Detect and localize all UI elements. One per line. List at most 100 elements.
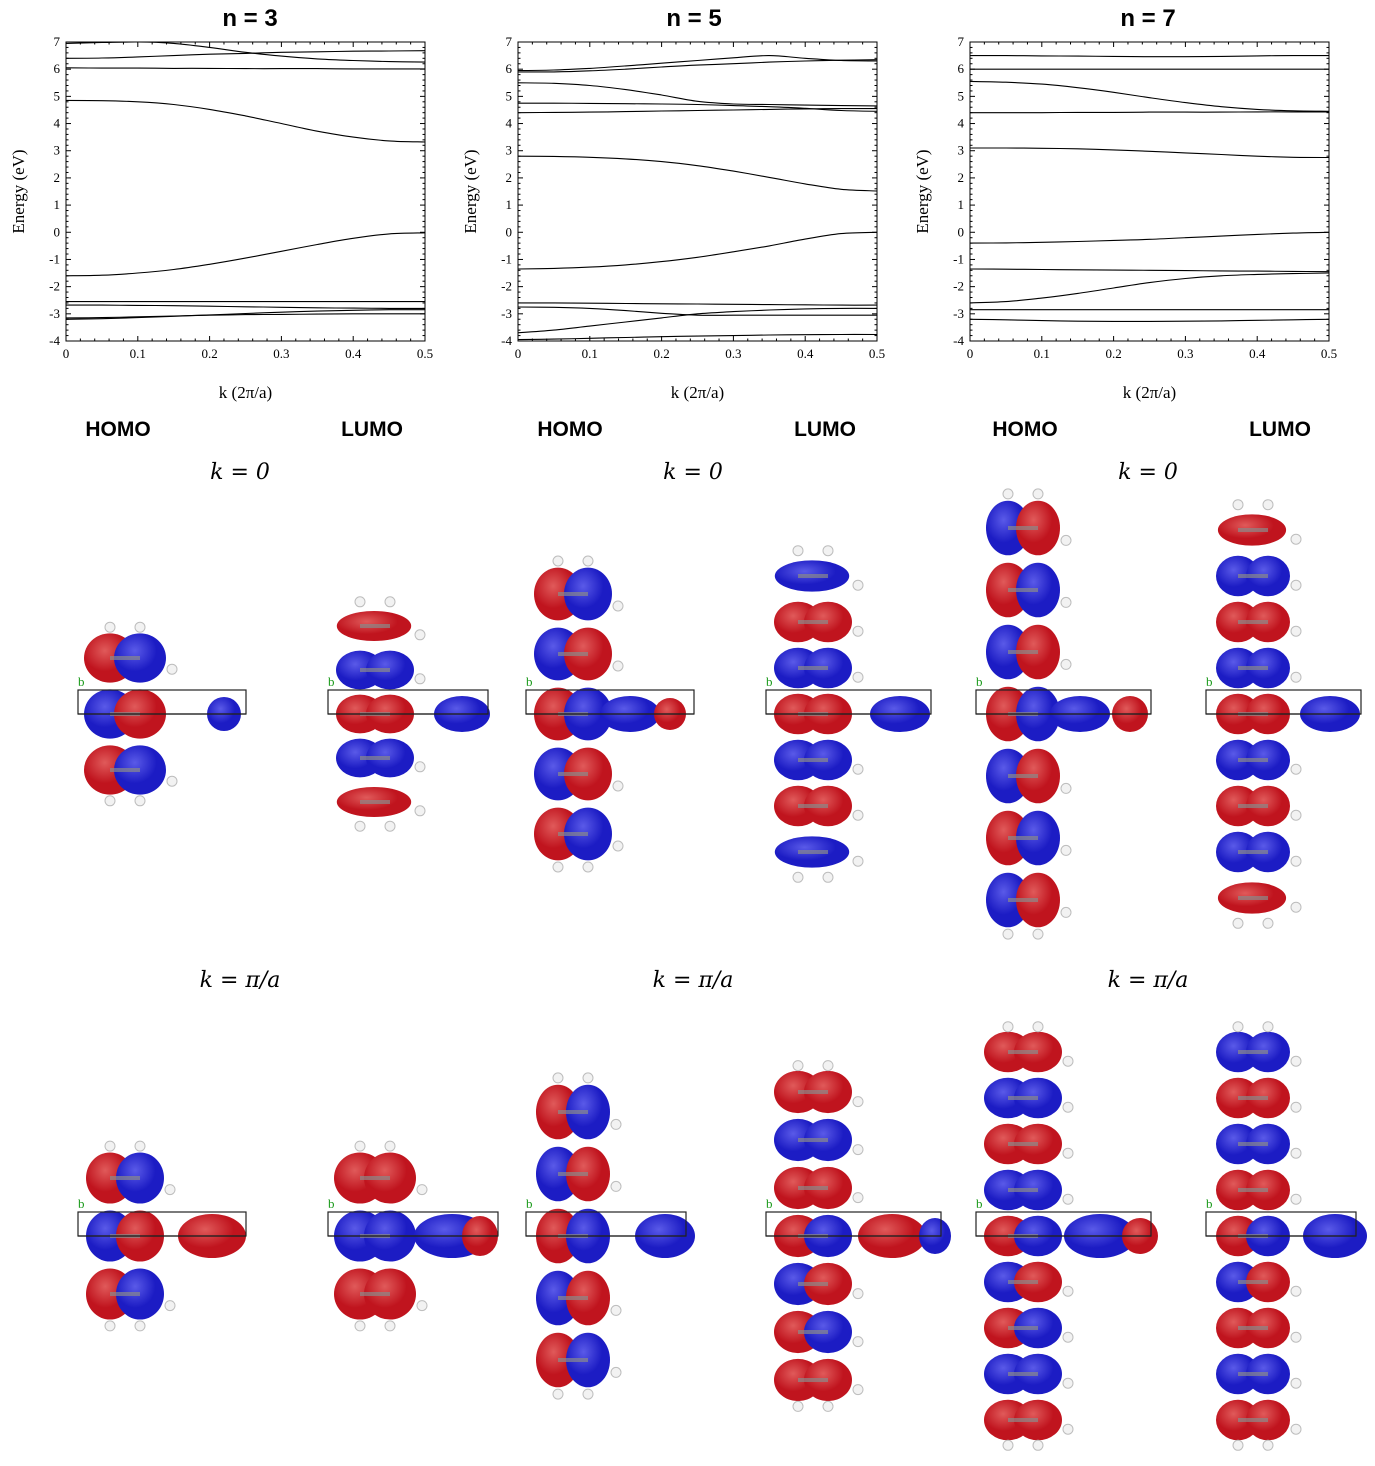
bond <box>110 1176 140 1180</box>
bond <box>558 1172 588 1176</box>
hydrogen-atom <box>416 1184 428 1196</box>
bond <box>558 1296 588 1300</box>
y-tick-label: -3 <box>953 306 964 321</box>
bond <box>798 666 828 670</box>
hydrogen-atom <box>1062 1377 1074 1389</box>
hydrogen-atom <box>104 1140 116 1152</box>
y-tick-label: 1 <box>54 197 61 212</box>
band-line-10 <box>969 55 1330 58</box>
hydrogen-atom <box>582 861 594 873</box>
hydrogen-atom <box>1262 1439 1274 1451</box>
bond <box>558 1358 588 1362</box>
x-tick-label: 0.4 <box>345 346 362 361</box>
bond <box>798 1138 828 1142</box>
y-axis-label: Energy (eV) <box>9 149 28 233</box>
y-axis-label: Energy (eV) <box>461 149 480 233</box>
hydrogen-atom <box>1002 1439 1014 1451</box>
hydrogen-atom <box>852 1192 864 1204</box>
hydrogen-atom <box>612 600 624 612</box>
hydrogen-atom <box>384 1140 396 1152</box>
k-label-top-n7: k = 0 <box>1118 460 1178 485</box>
hydrogen-atom <box>414 673 426 685</box>
band-line-3 <box>517 306 877 316</box>
band-chart-n3: -4 -3 -2 -1 0 1 2 3 4 5 6 7 0 0.1 0.2 0.3 0.4 0.5 k (2π/a)… <box>9 34 433 402</box>
hydrogen-atom <box>1290 579 1302 591</box>
cell-axis-label: b <box>766 1196 773 1211</box>
hydrogen-atom <box>852 1144 864 1156</box>
y-tick-label: 6 <box>958 61 965 76</box>
band-line-5 <box>517 231 878 270</box>
bond <box>110 656 140 660</box>
x-tick-label: 0.2 <box>201 346 217 361</box>
bond <box>1008 898 1038 902</box>
y-tick-label: 4 <box>54 116 61 131</box>
bond <box>1238 528 1268 532</box>
x-tick-label: 0.3 <box>273 346 289 361</box>
hydrogen-atom <box>134 1320 146 1332</box>
hydrogen-atom <box>552 555 564 567</box>
bond <box>1008 836 1038 840</box>
hydrogen-atom <box>552 1072 564 1084</box>
plot-frame <box>517 41 878 342</box>
hydrogen-atom <box>582 1388 594 1400</box>
y-tick-label: 1 <box>958 197 965 212</box>
hydrogen-atom <box>852 579 864 591</box>
hydrogen-atom <box>852 809 864 821</box>
orbital-lumo-n5-kpi: b <box>765 1060 951 1412</box>
bond <box>1238 896 1268 900</box>
y-tick-label: 0 <box>54 224 61 239</box>
bond <box>1238 1142 1268 1146</box>
cell-axis-label: b <box>328 674 335 689</box>
cell-axis-label: b <box>328 1196 335 1211</box>
bond <box>360 624 390 628</box>
bond <box>1238 1280 1268 1284</box>
y-tick-label: -2 <box>501 279 512 294</box>
band-line-5 <box>969 231 1330 244</box>
hydrogen-atom <box>1262 917 1274 929</box>
hydrogen-atom <box>822 1400 834 1412</box>
hydrogen-atom <box>792 545 804 557</box>
hydrogen-atom <box>1262 1021 1274 1033</box>
hydrogen-atom <box>384 820 396 832</box>
hydrogen-atom <box>1032 488 1044 500</box>
bond <box>1238 1372 1268 1376</box>
hydrogen-atom <box>852 1336 864 1348</box>
hydrogen-atom <box>1232 1439 1244 1451</box>
hydrogen-atom <box>582 555 594 567</box>
y-tick-label: -1 <box>953 251 964 266</box>
hydrogen-atom <box>1290 1377 1302 1389</box>
hydrogen-atom <box>1032 928 1044 940</box>
band-line-2 <box>65 313 425 319</box>
y-tick-label: -1 <box>49 251 60 266</box>
band-chart-n7: -4 -3 -2 -1 0 1 2 3 4 5 6 7 0 0.1 0.2 0.3 0.4 0.5 k (2π/a)… <box>913 34 1337 402</box>
y-tick-label: 4 <box>506 116 513 131</box>
hydrogen-atom <box>610 1304 622 1316</box>
hydrogen-atom <box>414 761 426 773</box>
bond <box>558 832 588 836</box>
hydrogen-atom <box>852 625 864 637</box>
bond <box>1238 804 1268 808</box>
y-tick-label: 3 <box>54 143 61 158</box>
bond <box>1008 1050 1038 1054</box>
y-tick-label: -1 <box>501 251 512 266</box>
band-line-11 <box>517 55 878 72</box>
band-line-1 <box>65 309 425 320</box>
y-tick-label: 6 <box>54 61 61 76</box>
band-line-2 <box>517 307 878 334</box>
hydrogen-atom <box>792 1060 804 1072</box>
x-tick-label: 0.4 <box>797 346 814 361</box>
k-label-bottom-n5: k = π/a <box>652 968 734 993</box>
hydrogen-atom <box>1002 928 1014 940</box>
hydrogen-atom <box>1032 1439 1044 1451</box>
orbital-lumo-n3-kpi: b <box>327 1140 499 1332</box>
band-line-1 <box>969 318 1330 323</box>
orbital-lumo-n3-k0: b <box>327 596 490 832</box>
y-tick-label: 7 <box>54 34 61 49</box>
hydrogen-atom <box>1290 1055 1302 1067</box>
x-tick-label: 0.2 <box>1105 346 1121 361</box>
bond <box>1008 650 1038 654</box>
bond <box>1008 526 1038 530</box>
panel-title-n5: n = 5 <box>666 5 722 32</box>
bond <box>558 1110 588 1114</box>
